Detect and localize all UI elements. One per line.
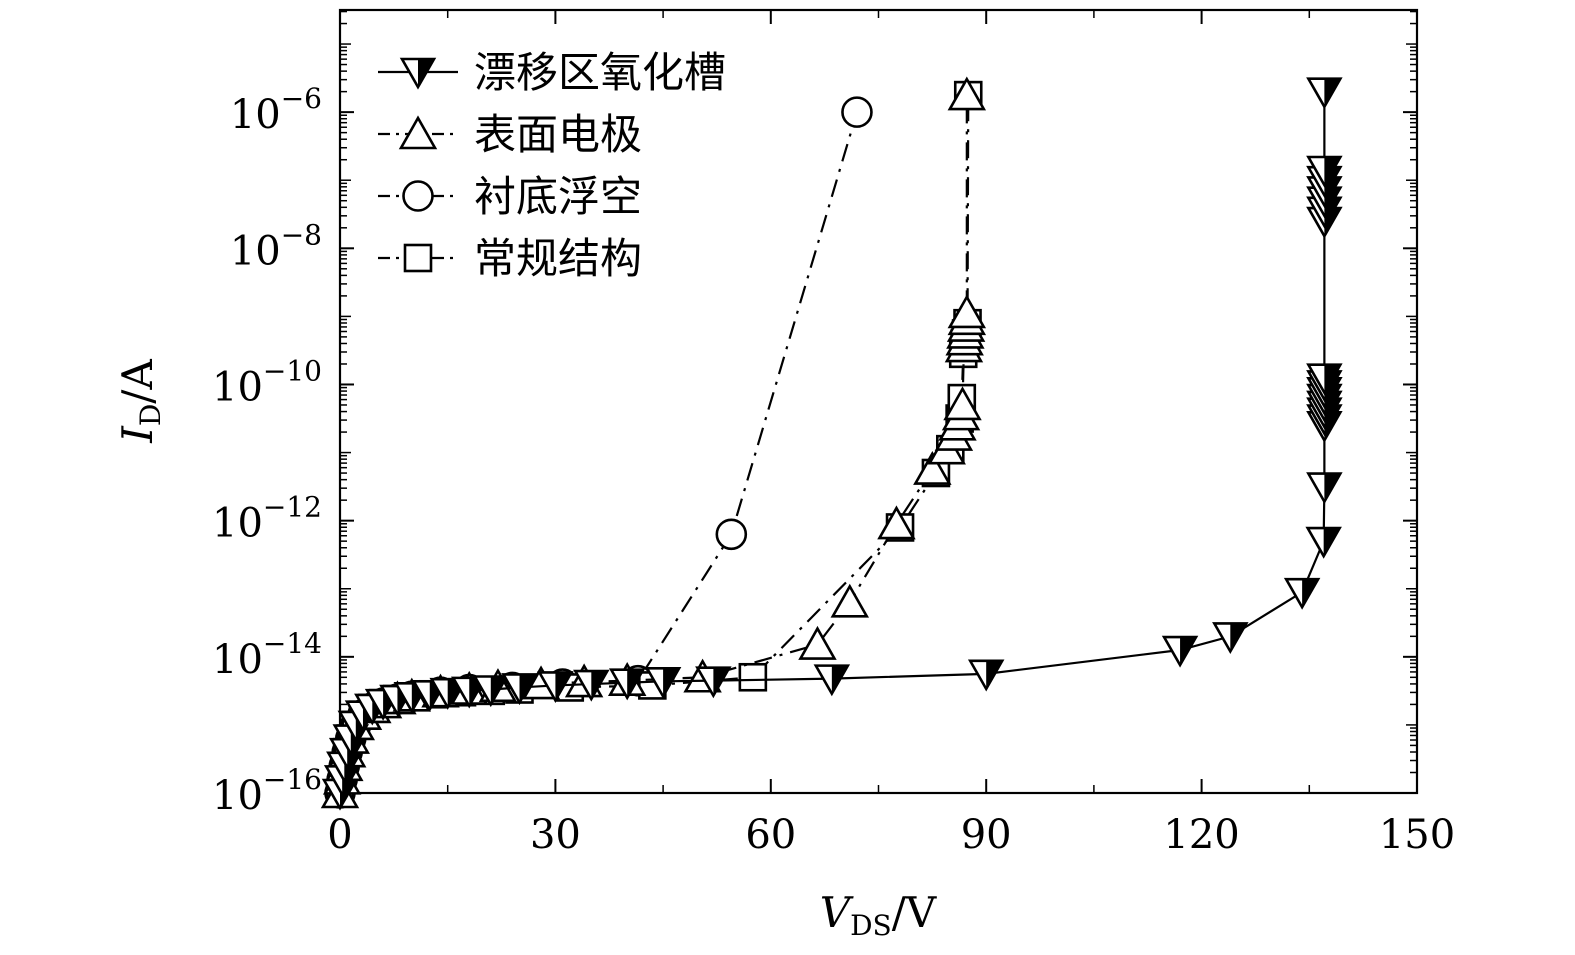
y-tick-label-base: 10 xyxy=(230,228,281,274)
legend-marker xyxy=(405,245,431,271)
legend-label: 衬底浮空 xyxy=(474,172,642,221)
legend-label: 表面电极 xyxy=(474,110,642,159)
x-axis-label: VDS/V xyxy=(820,888,937,942)
data-point xyxy=(740,664,766,690)
legend-label: 漂移区氧化槽 xyxy=(474,48,726,97)
y-tick-label: 10−16 xyxy=(212,763,322,819)
y-tick-label-exp: −12 xyxy=(263,491,322,524)
data-point xyxy=(717,520,746,549)
y-tick-label-exp: −14 xyxy=(263,627,322,660)
y-tick-label-exp: −8 xyxy=(281,218,322,251)
y-tick-label-base: 10 xyxy=(212,501,263,547)
y-tick-label: 10−6 xyxy=(230,82,322,138)
legend-item: 常规结构 xyxy=(378,234,642,283)
y-tick-label-exp: −10 xyxy=(263,354,322,387)
data-point xyxy=(1308,528,1340,556)
data-point xyxy=(1308,79,1340,107)
y-axis-label-unit: /A xyxy=(113,359,162,404)
x-tick-label: 0 xyxy=(327,812,352,858)
x-tick-label: 150 xyxy=(1379,812,1455,858)
x-tick-label: 30 xyxy=(530,812,581,858)
legend-label: 常规结构 xyxy=(474,234,642,283)
y-tick-label-base: 10 xyxy=(230,92,281,138)
data-point xyxy=(1308,474,1340,502)
data-point xyxy=(800,629,834,659)
y-tick-label-exp: −6 xyxy=(281,82,322,115)
x-axis-tick-labels: 0 30 60 90 120 150 xyxy=(327,812,1455,858)
y-axis-label: ID/A xyxy=(113,359,167,444)
y-tick-label-base: 10 xyxy=(212,364,263,410)
y-axis-label-sub: D xyxy=(134,404,167,426)
x-tick-label: 120 xyxy=(1163,812,1239,858)
legend-item: 衬底浮空 xyxy=(378,172,642,221)
y-tick-label: 10−8 xyxy=(230,218,322,274)
y-tick-label-base: 10 xyxy=(212,773,263,819)
y-axis-label-main: I xyxy=(113,425,162,444)
data-point xyxy=(842,98,871,127)
x-tick-label: 90 xyxy=(961,812,1012,858)
y-tick-label-exp: −16 xyxy=(263,763,322,796)
y-tick-label: 10−10 xyxy=(212,354,322,410)
x-axis-label-sub: DS xyxy=(850,909,892,942)
legend-marker xyxy=(404,182,433,211)
y-tick-label: 10−14 xyxy=(212,627,322,683)
data-point xyxy=(1286,579,1318,607)
chart: 0 30 60 90 120 150 10−1610−1410−1210−1010−810… xyxy=(0,0,1575,955)
x-tick-label: 60 xyxy=(745,812,796,858)
y-tick-label-base: 10 xyxy=(212,637,263,683)
y-tick-label: 10−12 xyxy=(212,491,322,547)
x-axis-label-main: V xyxy=(820,888,854,937)
data-point xyxy=(1214,623,1246,651)
legend-item: 漂移区氧化槽 xyxy=(378,48,726,97)
x-axis-label-unit: /V xyxy=(892,888,937,937)
legend-item: 表面电极 xyxy=(378,110,642,159)
